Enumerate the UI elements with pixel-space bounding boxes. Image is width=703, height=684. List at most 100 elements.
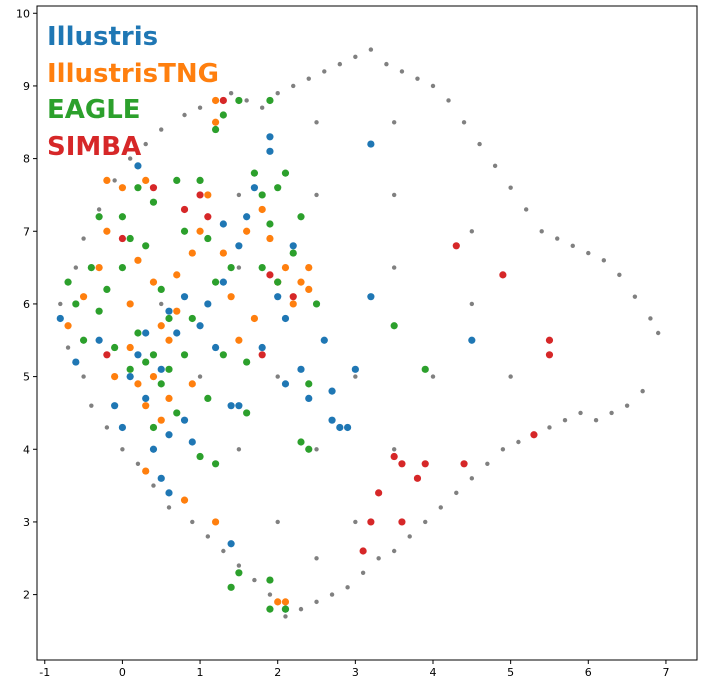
illustristng-point [134, 256, 142, 264]
y-tick-label: 8 [23, 153, 30, 166]
background-point [275, 374, 280, 379]
background-point [314, 599, 319, 605]
y-tick-label: 5 [23, 371, 30, 384]
simba-point [499, 271, 507, 279]
illustristng-point [204, 191, 212, 199]
background-point [252, 577, 257, 583]
background-point [353, 374, 358, 379]
background-point [430, 374, 436, 379]
background-point [555, 236, 560, 241]
eagle-point [165, 314, 173, 323]
background-point [112, 178, 117, 183]
illustris-point [56, 314, 64, 323]
simba-point [375, 489, 383, 497]
eagle-point [157, 380, 165, 388]
illustris-point [149, 445, 158, 453]
illustris-point [173, 329, 181, 337]
eagle-point [211, 460, 220, 468]
simba-point [103, 351, 111, 359]
eagle-point [142, 242, 150, 250]
illustris-point [72, 358, 80, 366]
illustris-point [134, 162, 142, 170]
background-point [81, 236, 86, 241]
x-tick-label: -1 [39, 666, 50, 679]
eagle-point [149, 423, 158, 432]
legend-label-eagle: EAGLE [47, 95, 141, 125]
simba-point [398, 518, 406, 526]
illustristng-point [188, 380, 196, 388]
illustris-point [328, 416, 336, 424]
background-point [135, 461, 141, 466]
background-point [228, 91, 234, 96]
background-point [314, 120, 319, 125]
background-point [384, 61, 389, 67]
background-point [314, 192, 319, 198]
illustristng-point [281, 264, 290, 272]
eagle-point [266, 220, 274, 228]
illustris-point [227, 402, 235, 410]
background-point [159, 127, 164, 132]
eagle-point [211, 125, 220, 134]
illustris-point [180, 416, 189, 424]
background-point [127, 156, 133, 161]
simba-point [421, 460, 429, 468]
background-point [391, 265, 397, 270]
background-point [562, 418, 568, 423]
simba-point [289, 293, 297, 301]
simba-point [545, 336, 554, 344]
illustris-point [328, 387, 336, 395]
background-point [298, 606, 304, 612]
illustristng-point [79, 293, 88, 301]
illustris-point [305, 394, 313, 402]
background-point [96, 207, 102, 212]
illustristng-point [274, 598, 282, 606]
y-tick-label: 9 [23, 80, 30, 93]
legend-label-simba: SIMBA [47, 132, 141, 162]
y-tick-label: 10 [16, 7, 30, 20]
y-tick-label: 3 [23, 516, 30, 529]
background-point [391, 447, 397, 452]
illustris-point [266, 133, 274, 141]
background-point [601, 258, 607, 263]
background-point [190, 519, 195, 525]
eagle-point [173, 176, 181, 184]
simba-point [367, 518, 375, 526]
illustristng-point [281, 598, 290, 606]
y-tick-label: 4 [23, 443, 30, 456]
simba-point [180, 205, 189, 214]
background-point [143, 141, 148, 147]
background-point [391, 120, 397, 125]
background-point [415, 76, 420, 81]
simba-point [530, 431, 538, 439]
illustristng-point [297, 278, 305, 286]
legend-label-illustris: Illustris [47, 22, 158, 52]
background-point [166, 505, 172, 510]
illustris-point [235, 242, 243, 250]
background-point [454, 490, 459, 496]
background-point [236, 563, 242, 568]
illustristng-point [157, 416, 165, 424]
eagle-point [227, 583, 235, 591]
background-point [283, 614, 288, 619]
background-point [469, 229, 475, 234]
simba-point [390, 452, 398, 461]
background-point [275, 91, 280, 96]
illustris-point [211, 343, 220, 352]
eagle-point [266, 605, 274, 613]
illustris-point [367, 293, 375, 301]
illustristng-point [196, 227, 204, 235]
background-point [539, 229, 544, 234]
eagle-point [266, 576, 274, 584]
illustristng-point [211, 518, 220, 526]
background-point [578, 410, 583, 416]
background-point [360, 570, 366, 575]
background-point [632, 294, 638, 299]
illustristng-point [305, 285, 313, 293]
x-tick-label: 2 [274, 666, 281, 679]
illustris-point [126, 373, 134, 381]
eagle-point [258, 191, 266, 199]
illustris-point [266, 147, 274, 155]
illustristng-point [157, 322, 165, 330]
background-point [368, 47, 374, 52]
